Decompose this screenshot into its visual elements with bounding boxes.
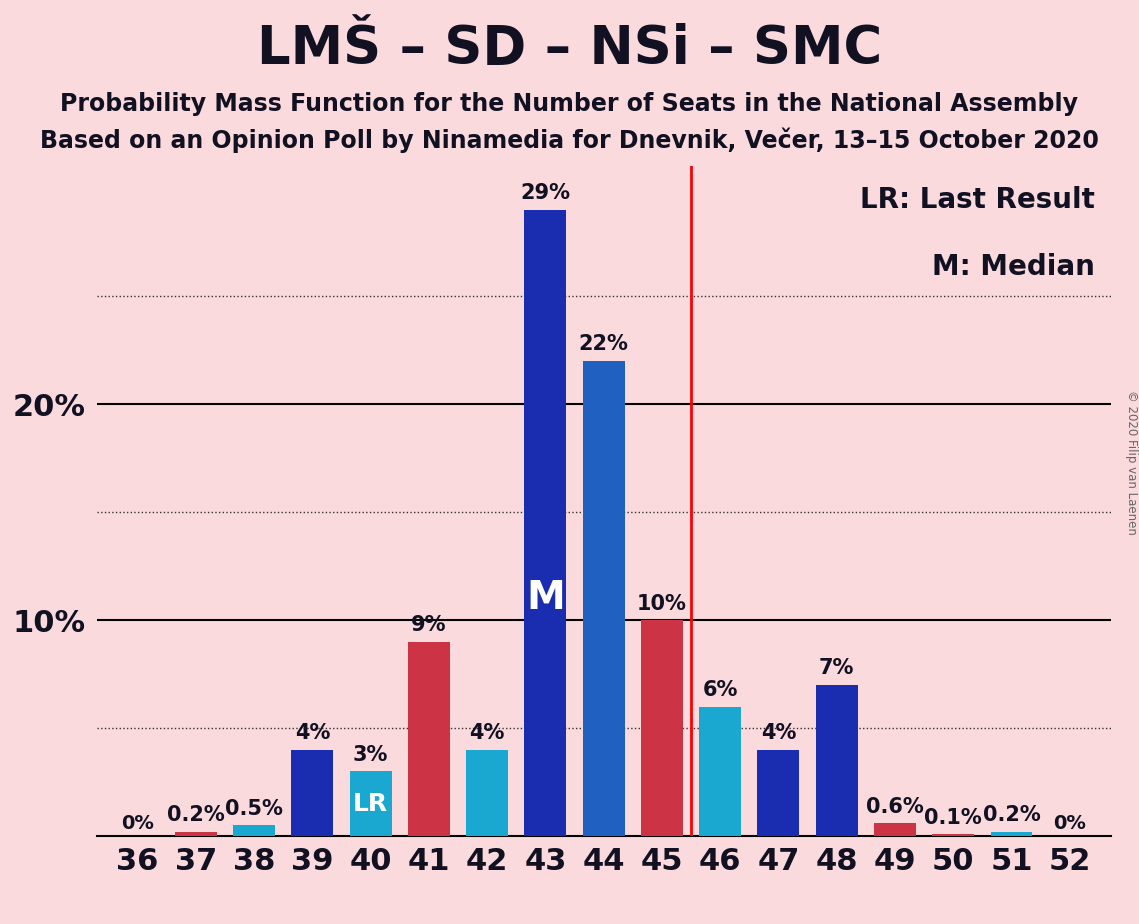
Text: LR: LR [353, 792, 388, 816]
Bar [699, 707, 741, 836]
Bar [641, 620, 683, 836]
Text: 0%: 0% [121, 814, 154, 833]
Text: Based on an Opinion Poll by Ninamedia for Dnevnik, Večer, 13–15 October 2020: Based on an Opinion Poll by Ninamedia fo… [40, 128, 1099, 153]
Text: 0.1%: 0.1% [925, 808, 982, 828]
Text: © 2020 Filip van Laenen: © 2020 Filip van Laenen [1124, 390, 1138, 534]
Text: M: M [526, 579, 565, 617]
Text: 0.2%: 0.2% [167, 806, 224, 825]
Text: LMŠ – SD – NSi – SMC: LMŠ – SD – NSi – SMC [257, 23, 882, 75]
Bar [175, 832, 216, 836]
Text: 3%: 3% [353, 745, 388, 765]
Bar [874, 823, 916, 836]
Bar [350, 772, 392, 836]
Bar [466, 749, 508, 836]
Text: 6%: 6% [703, 680, 738, 700]
Text: 0.2%: 0.2% [983, 806, 1040, 825]
Bar [292, 749, 334, 836]
Text: LR: Last Result: LR: Last Result [860, 187, 1096, 214]
Bar [233, 825, 276, 836]
Text: 7%: 7% [819, 659, 854, 678]
Bar [932, 834, 974, 836]
Text: Probability Mass Function for the Number of Seats in the National Assembly: Probability Mass Function for the Number… [60, 92, 1079, 116]
Text: 0.5%: 0.5% [226, 799, 284, 819]
Text: 4%: 4% [295, 723, 330, 743]
Text: 4%: 4% [469, 723, 505, 743]
Text: 22%: 22% [579, 334, 629, 354]
Bar [583, 360, 624, 836]
Bar [991, 832, 1032, 836]
Bar [408, 642, 450, 836]
Text: 0.6%: 0.6% [866, 796, 924, 817]
Bar [816, 685, 858, 836]
Bar [524, 210, 566, 836]
Text: 29%: 29% [521, 183, 571, 203]
Text: 10%: 10% [637, 593, 687, 614]
Text: 0%: 0% [1054, 814, 1087, 833]
Bar [757, 749, 800, 836]
Text: M: Median: M: Median [933, 253, 1096, 282]
Text: 9%: 9% [411, 615, 446, 636]
Text: 4%: 4% [761, 723, 796, 743]
